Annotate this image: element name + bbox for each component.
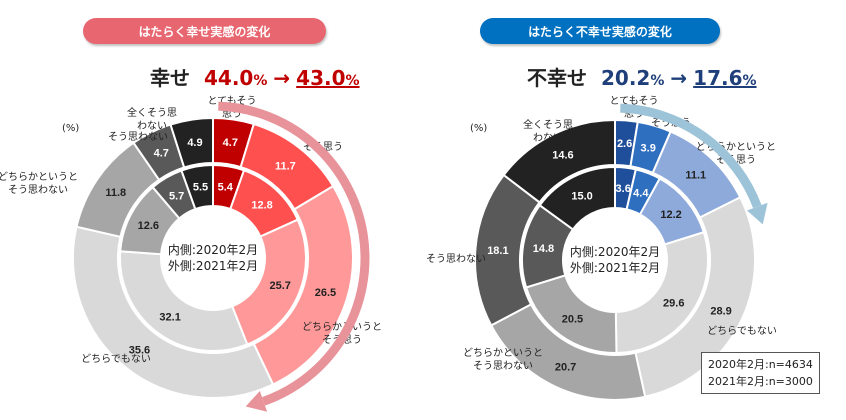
happiness-title: はたらく幸せ実感の変化 <box>138 24 271 39</box>
category-label: どちらかというと <box>302 321 382 333</box>
data-label: 32.1 <box>159 311 180 323</box>
donut-segment <box>502 118 616 204</box>
unhappiness-headline: 不幸せ 20.2% → 17.6% <box>527 62 757 91</box>
happiness-title-banner: はたらく幸せ実感の変化 <box>83 18 326 44</box>
data-label: 5.5 <box>193 182 208 194</box>
sample-size-2020: 2020年2月:n=4634 <box>708 358 813 371</box>
data-label: 4.4 <box>633 187 649 199</box>
trend-arrow-shaft <box>620 103 762 209</box>
data-label: 4.9 <box>187 137 202 149</box>
headline-arrow: → <box>273 66 291 90</box>
donut-segment <box>72 225 275 399</box>
data-label: 15.0 <box>571 190 592 202</box>
data-label: 11.1 <box>685 170 706 182</box>
center-legend-text: 内側:2020年2月 <box>570 245 660 259</box>
donut-segment <box>169 116 214 169</box>
donut-segment <box>614 231 709 355</box>
data-label: 12.8 <box>251 200 272 212</box>
category-label: 全くそう思 <box>523 118 573 131</box>
category-label: どちらかというと <box>463 347 543 359</box>
category-label: どちらでもない <box>81 353 151 365</box>
category-label: わない <box>533 132 563 144</box>
trend-arrow-head <box>245 390 268 412</box>
headline-after-value: 17.6 <box>693 66 743 90</box>
headline-unit: % <box>253 73 268 89</box>
trend-arrow-shaft <box>218 101 370 406</box>
data-label: 2.6 <box>617 138 632 150</box>
category-label: 全くそう思 <box>127 106 177 119</box>
data-label: 18.1 <box>487 245 508 257</box>
unhappiness-donut: 3.6 4.4 12.2 29.6 20.5 14.8 15.0 2.6 3.9 11.1 28.9… <box>426 95 777 401</box>
data-label: 14.8 <box>533 243 554 255</box>
data-label: 11.7 <box>275 160 296 172</box>
happiness-donut: 5.4 12.8 25.7 32.1 12.6 5.7 5.5 4.7 11.7 26.5 35.6… <box>0 95 382 412</box>
headline-label: 不幸せ <box>527 66 587 90</box>
center-legend-text: 外側:2021年2月 <box>570 261 660 275</box>
data-label: 14.6 <box>552 150 573 162</box>
data-label: 12.2 <box>660 209 681 221</box>
data-label: 11.8 <box>105 187 126 199</box>
data-label: 3.6 <box>616 183 631 195</box>
center-legend-text: 外側:2021年2月 <box>168 259 258 273</box>
data-label: 3.9 <box>641 142 656 154</box>
headline-unit: % <box>345 73 360 89</box>
data-label: 25.7 <box>270 280 291 292</box>
headline-before-value: 44.0 <box>204 66 254 90</box>
category-label: わない <box>137 120 167 132</box>
data-label: 20.7 <box>555 362 576 374</box>
sample-size-2021: 2021年2月:n=3000 <box>708 375 813 388</box>
data-label: 4.7 <box>154 148 169 160</box>
data-label: 26.5 <box>315 287 336 299</box>
category-label: そう思わない <box>473 360 533 372</box>
trend-arrow-head <box>747 202 768 225</box>
donut-segment <box>538 165 616 231</box>
headline-arrow: → <box>670 66 688 90</box>
unhappiness-title-banner: はたらく不幸せ実感の変化 <box>480 18 720 44</box>
category-label: そう思わない <box>8 184 68 196</box>
data-label: 29.6 <box>663 297 684 309</box>
data-label: 4.7 <box>223 137 238 149</box>
unhappiness-title: はたらく不幸せ実感の変化 <box>528 24 672 39</box>
headline-label: 幸せ <box>150 66 190 90</box>
category-label: どちらかというと <box>0 171 78 183</box>
donut-segment <box>119 250 249 352</box>
data-label: 20.5 <box>562 314 583 326</box>
data-label: 5.4 <box>218 182 234 194</box>
category-label: どちらでもない <box>707 325 777 337</box>
category-label: そう思わない <box>108 131 168 143</box>
headline-unit: % <box>742 73 757 89</box>
category-label: そう思わない <box>426 253 486 265</box>
data-label: 28.9 <box>710 306 731 318</box>
data-label: 35.6 <box>129 345 150 357</box>
donut-segment <box>180 163 214 211</box>
headline-unit: % <box>650 73 665 89</box>
headline-before-value: 20.2 <box>601 66 651 90</box>
headline-after-value: 43.0 <box>296 66 346 90</box>
unit-label: (%) <box>62 123 79 134</box>
data-label: 12.6 <box>138 220 159 232</box>
data-label: 5.7 <box>169 190 184 202</box>
center-legend-text: 内側:2020年2月 <box>168 243 258 257</box>
unit-label: (%) <box>470 123 487 134</box>
sample-size-note: 2020年2月:n=4634 2021年2月:n=3000 <box>701 352 820 394</box>
happiness-headline: 幸せ 44.0% → 43.0% <box>150 62 360 91</box>
